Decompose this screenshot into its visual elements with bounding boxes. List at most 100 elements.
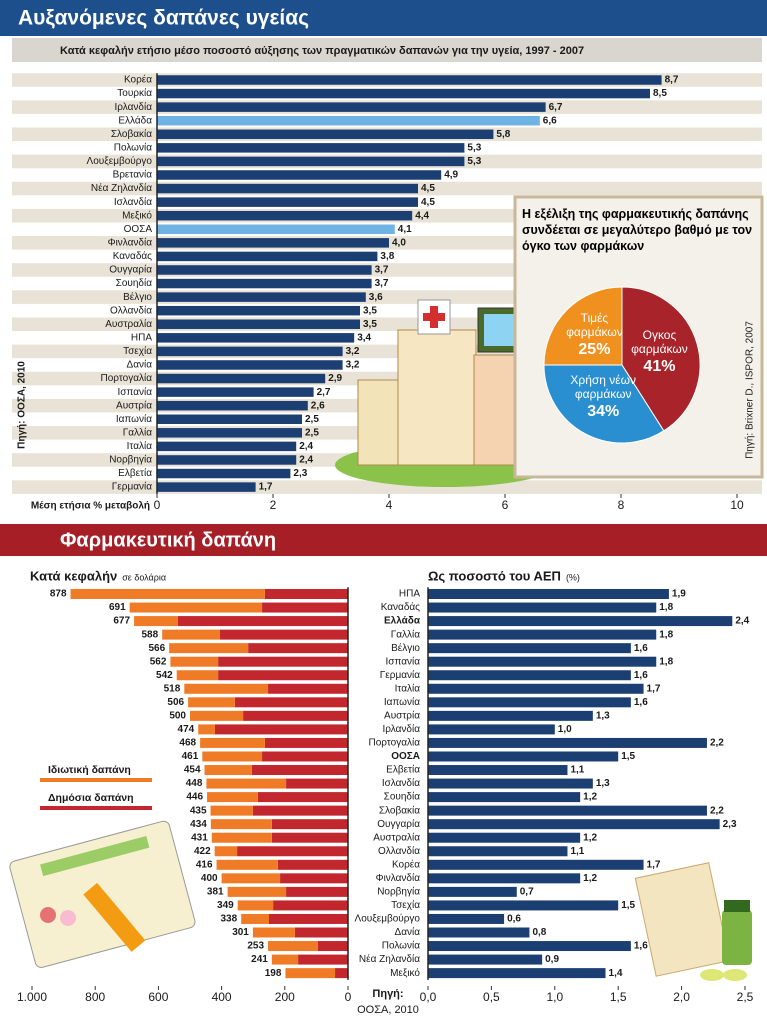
bar [157, 156, 465, 167]
bar-segment [252, 805, 348, 816]
total-label: 446 [186, 792, 203, 803]
bar [157, 305, 360, 316]
bar-segment [188, 697, 235, 708]
value-label: 1,6 [634, 697, 648, 708]
category-label: Κορέα [124, 74, 152, 86]
value-label: 2,2 [710, 805, 724, 816]
bar [157, 333, 355, 343]
bar-segment [211, 832, 272, 843]
total-label: 400 [201, 873, 218, 884]
bar-segment [294, 927, 348, 938]
bar [157, 360, 343, 370]
bar-segment [177, 616, 348, 627]
x-tick-label: 1.000 [17, 990, 47, 1004]
bar [157, 143, 465, 153]
bar [428, 683, 644, 694]
bar [428, 697, 631, 708]
bar-segment [286, 886, 348, 897]
category-label: Καναδάς [113, 250, 152, 262]
x-tick-label: 0,5 [483, 990, 500, 1004]
bar-segment [241, 913, 269, 924]
x-tick-label: 6 [502, 498, 509, 512]
pie-slice [543, 364, 665, 444]
category-label: Ιταλία [395, 682, 421, 694]
bar [428, 737, 707, 748]
bar-segment [285, 968, 336, 979]
bar [157, 115, 540, 126]
bar-segment [210, 805, 253, 816]
x-tick-label: 1,5 [610, 990, 627, 1004]
bar [428, 778, 593, 789]
value-label: 1,2 [583, 832, 597, 843]
unit-note: σε δολάρια [122, 572, 166, 582]
category-label: Σουηδία [116, 277, 153, 289]
x-tick-label: 2,5 [737, 990, 754, 1004]
value-label: 5,8 [496, 129, 510, 140]
value-label: 1,9 [672, 589, 686, 600]
bar-segment [206, 778, 287, 789]
category-label: Δανία [127, 359, 153, 371]
value-label: 5,3 [467, 156, 481, 167]
slice-value: 25% [578, 341, 611, 359]
chart-title: Αυξανόμενες δαπάνες υγείας [18, 7, 309, 30]
total-label: 198 [265, 968, 282, 979]
category-label: Αυστρία [384, 710, 420, 722]
bar [157, 482, 256, 492]
subtitle-bar [12, 38, 762, 62]
unit-note: (%) [566, 572, 580, 582]
bar-segment [257, 792, 348, 803]
bar [428, 859, 644, 870]
bar [157, 238, 389, 248]
category-label: Σουηδία [384, 791, 421, 803]
category-label: Ιρλανδία [115, 101, 153, 113]
value-label: 8,7 [665, 75, 679, 86]
category-label: Τσεχία [123, 345, 152, 357]
value-label: 2,2 [710, 738, 724, 749]
bar-segment [317, 941, 348, 952]
category-label: Βέλγιο [391, 642, 420, 654]
value-label: 3,5 [363, 305, 377, 316]
total-label: 253 [247, 941, 264, 952]
legend-swatch [40, 778, 152, 782]
category-label: Καναδάς [381, 601, 420, 613]
bar [428, 832, 581, 843]
bar-segment [277, 859, 348, 870]
pie-title: Η εξέλιξη της φαρμακευτικής δαπάνης συνδ… [522, 207, 753, 253]
value-label: 1,4 [609, 968, 623, 979]
bar-segment [184, 683, 269, 694]
total-label: 431 [191, 832, 208, 843]
x-tick-label: 800 [85, 990, 105, 1004]
bar [428, 602, 657, 613]
chart-title: Ως ποσοστό του ΑΕΠ [428, 568, 561, 583]
bar-segment [264, 737, 348, 748]
bar [428, 656, 657, 667]
total-label: 474 [178, 724, 195, 735]
total-label: 506 [167, 697, 184, 708]
x-tick-label: 10 [730, 498, 744, 512]
bar [428, 886, 517, 897]
legend-swatch [40, 806, 152, 810]
slice-value: 34% [587, 403, 620, 421]
bar-segment [169, 643, 249, 654]
bar-segment [251, 765, 348, 776]
bar-segment [271, 819, 348, 830]
value-label: 4,9 [444, 170, 458, 181]
value-label: 2,5 [305, 427, 319, 438]
category-label: Σλοβακία [111, 128, 152, 140]
value-label: 2,6 [311, 400, 325, 411]
value-label: 2,9 [328, 373, 342, 384]
bar-segment [252, 927, 295, 938]
bar-segment [268, 941, 318, 952]
value-label: 1,7 [647, 859, 661, 870]
section-bar [0, 524, 767, 556]
bar [428, 968, 606, 979]
category-label: Ουγγαρία [377, 818, 420, 830]
value-label: 5,3 [467, 142, 481, 153]
x-tick-label: 0 [345, 990, 352, 1004]
bar-segment [298, 954, 348, 965]
total-label: 566 [148, 643, 165, 654]
total-label: 677 [113, 616, 130, 627]
bar-segment [335, 968, 348, 979]
category-label: Ολλανδία [110, 304, 152, 316]
